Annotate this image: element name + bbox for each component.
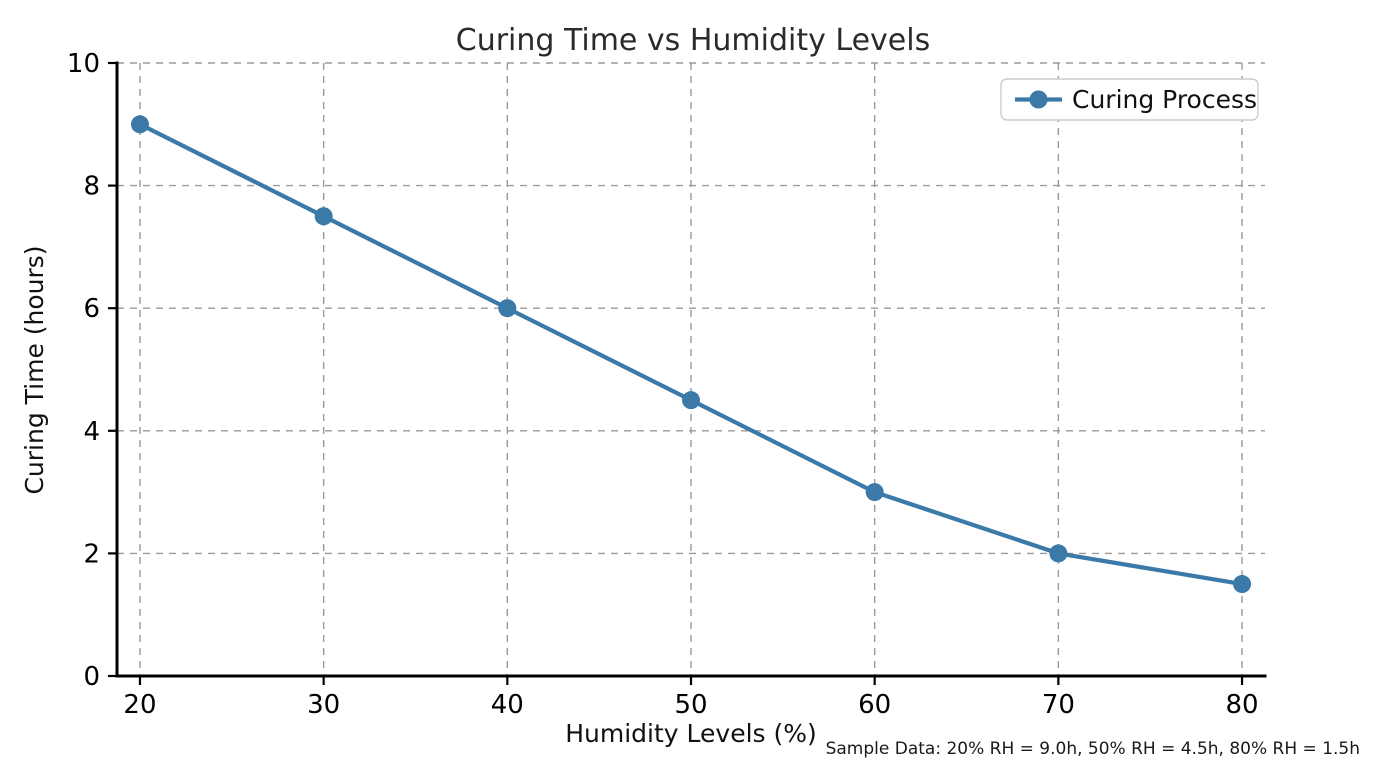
y-tick-label: 4	[83, 417, 100, 447]
legend-background	[1000, 78, 1259, 121]
y-tick-label: 6	[83, 294, 100, 324]
y-tick-label: 0	[83, 662, 100, 692]
chart-title: Curing Time vs Humidity Levels	[456, 23, 930, 58]
x-tick-labels: 20 30 40 50 60 70 80	[123, 690, 1258, 720]
x-tick-label: 80	[1225, 690, 1258, 720]
y-tick-label: 10	[67, 49, 100, 79]
x-axis-label: Humidity Levels (%)	[565, 719, 817, 748]
y-axis-label: Curing Time (hours)	[20, 245, 49, 494]
chart-legend[interactable]: Curing Process	[1000, 78, 1259, 121]
x-tick-label: 20	[123, 690, 156, 720]
data-point-marker[interactable]	[130, 115, 149, 134]
data-point-marker[interactable]	[314, 207, 333, 226]
y-tick-labels: 0 2 4 6 8 10	[67, 49, 100, 692]
data-point-marker[interactable]	[682, 391, 700, 410]
y-tick-label: 2	[83, 539, 100, 569]
x-tick-label: 60	[858, 690, 891, 720]
y-tick-label: 8	[83, 172, 100, 202]
data-point-marker[interactable]	[1049, 544, 1068, 563]
legend-entry-label: Curing Process	[1072, 85, 1257, 114]
data-point-marker[interactable]	[498, 299, 517, 318]
data-point-marker[interactable]	[1233, 575, 1252, 594]
x-tick-label: 40	[491, 690, 524, 720]
data-series-curing-process	[130, 115, 1252, 594]
legend-marker-swatch	[1029, 90, 1048, 109]
x-tick-label: 50	[674, 690, 707, 720]
x-tick-label: 70	[1042, 690, 1075, 720]
tick-marks	[108, 61, 1244, 685]
x-tick-label: 30	[307, 690, 340, 720]
sample-data-annotation: Sample Data: 20% RH = 9.0h, 50% RH = 4.5…	[826, 739, 1360, 759]
data-point-marker[interactable]	[865, 483, 884, 502]
